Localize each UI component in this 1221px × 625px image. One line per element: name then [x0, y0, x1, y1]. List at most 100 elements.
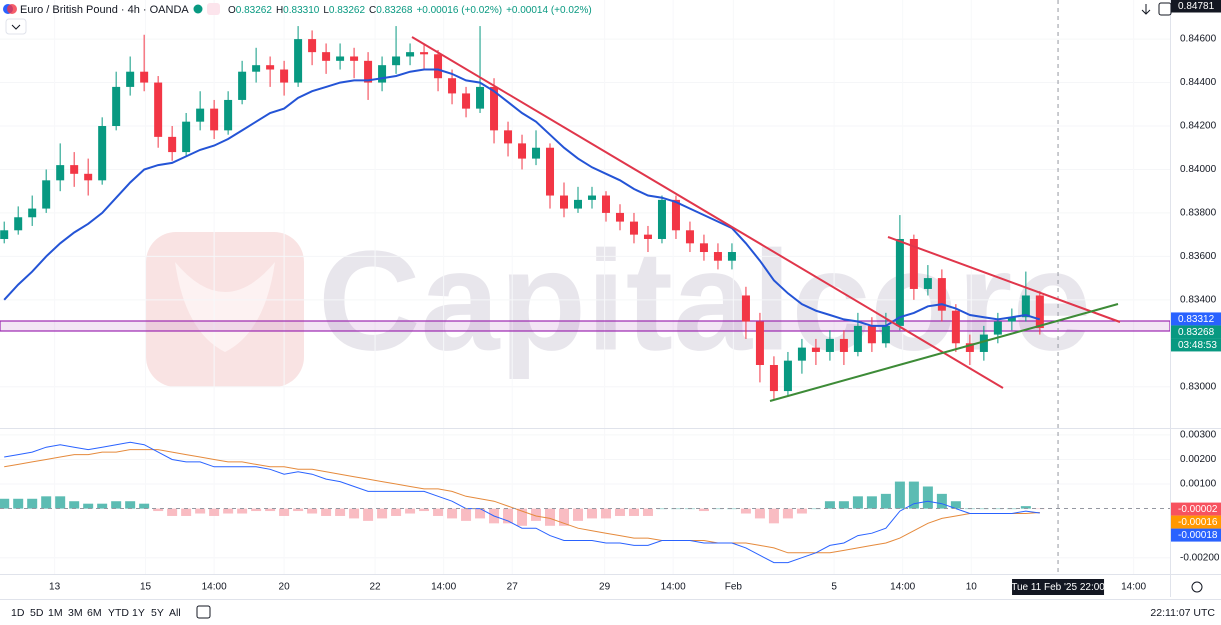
candle-body — [825, 338, 834, 352]
range-button[interactable]: 1D — [11, 607, 25, 619]
candle-body — [909, 238, 918, 289]
candle-body — [783, 360, 792, 392]
price-tag — [1171, 528, 1221, 542]
histogram-bar — [768, 508, 779, 524]
price-tag-label: -0.00016 — [1178, 517, 1218, 528]
histogram-bar — [195, 508, 206, 514]
x-tick-label: 5 — [831, 582, 837, 593]
candle-body — [112, 86, 121, 127]
x-tick-label: Feb — [725, 582, 743, 593]
histogram-bar — [405, 508, 416, 514]
histogram-bar — [545, 508, 556, 526]
range-button[interactable]: 1M — [48, 607, 63, 619]
histogram-bar — [279, 508, 290, 516]
ohlc-value: 0.83268 — [376, 5, 413, 16]
histogram-bar — [251, 508, 262, 512]
histogram-bar — [391, 508, 402, 516]
candle-body — [42, 180, 51, 209]
range-button[interactable]: 5D — [30, 607, 44, 619]
histogram-bar — [698, 508, 709, 512]
candle-body — [965, 343, 974, 352]
candle-body — [601, 195, 610, 213]
x-tick-label: 13 — [49, 582, 61, 593]
histogram-bar — [992, 508, 1003, 510]
histogram-bar — [614, 508, 625, 516]
range-button[interactable]: YTD — [108, 607, 129, 619]
candle-body — [853, 325, 862, 352]
ohlc-value: 0.83262 — [329, 5, 366, 16]
ohlc-key: C — [369, 5, 376, 16]
x-tick-label: 14:00 — [431, 582, 456, 593]
histogram-bar — [41, 496, 52, 509]
y-tick-label: 0.83600 — [1180, 251, 1217, 262]
histogram-bar — [1034, 508, 1045, 510]
histogram-bar — [153, 508, 164, 512]
histogram-bar — [531, 508, 542, 521]
range-button[interactable]: 1Y — [132, 607, 145, 619]
histogram-bar — [293, 508, 304, 512]
signal-line — [4, 449, 1040, 554]
candle-body — [182, 121, 191, 153]
candle-body — [741, 295, 750, 322]
histogram-bar — [447, 508, 458, 519]
change: +0.00016 (+0.02%) — [416, 5, 502, 16]
range-button[interactable]: All — [169, 607, 181, 619]
status-dot — [193, 4, 203, 14]
candle-body — [657, 199, 666, 239]
histogram-bar — [111, 501, 122, 509]
candle-body — [210, 108, 219, 131]
candle-body — [727, 252, 736, 261]
histogram-bar — [922, 486, 933, 509]
histogram-bar — [796, 508, 807, 514]
y-tick-label: 0.84600 — [1180, 34, 1217, 45]
histogram-bar — [335, 508, 346, 516]
symbol-title[interactable]: Euro / British Pound · 4h · OANDA — [20, 4, 189, 16]
collapse-button[interactable] — [5, 18, 27, 35]
candle-body — [280, 69, 289, 83]
candle-body — [1007, 317, 1016, 322]
symbol-icon — [7, 4, 17, 14]
scroll-icon[interactable] — [1141, 4, 1151, 15]
y-tick-label: 0.84000 — [1180, 164, 1217, 175]
candle-body — [993, 321, 1002, 335]
y-tick-label: 0.84400 — [1180, 77, 1217, 88]
histogram-bar — [600, 508, 611, 519]
y-tick-label: 0.00200 — [1180, 454, 1217, 465]
ohlc-key: L — [323, 5, 329, 16]
settings-icon[interactable] — [1158, 2, 1172, 16]
candle-body — [839, 338, 848, 352]
histogram-bar — [978, 508, 989, 510]
range-button[interactable]: 5Y — [151, 607, 164, 619]
data-icon — [207, 3, 220, 15]
trend-line — [411, 36, 1004, 389]
price-tag — [1171, 312, 1221, 326]
candle-body — [154, 82, 163, 137]
histogram-bar — [181, 508, 192, 516]
histogram-bar — [852, 496, 863, 509]
trend-line — [769, 303, 1119, 402]
countdown: 03:48:53 — [1178, 340, 1217, 351]
histogram-bar — [377, 508, 388, 519]
range-button[interactable]: 3M — [68, 607, 83, 619]
axis-settings[interactable] — [1191, 581, 1203, 593]
price-tag — [1171, 515, 1221, 529]
trend-line — [887, 236, 1121, 323]
histogram-bar — [363, 508, 374, 521]
y-tick-label: -0.00200 — [1180, 552, 1220, 563]
ohlc-value: 0.83262 — [236, 5, 273, 16]
histogram-bar — [349, 508, 360, 519]
histogram-bar — [880, 493, 891, 509]
header: Euro / British Pound · 4h · OANDA O0.832… — [3, 2, 1172, 35]
histogram-bar — [139, 503, 150, 509]
histogram-bar — [908, 481, 919, 509]
date-range-icon[interactable] — [196, 605, 211, 619]
candle-body — [769, 364, 778, 392]
histogram-bar — [642, 508, 653, 516]
moving-average — [3, 68, 1041, 327]
histogram-bar — [83, 503, 94, 509]
candle-body — [448, 78, 457, 94]
candle-body — [937, 278, 946, 311]
range-button[interactable]: 6M — [87, 607, 102, 619]
histogram-bar — [1020, 506, 1031, 509]
x-tick-label: 20 — [279, 582, 291, 593]
